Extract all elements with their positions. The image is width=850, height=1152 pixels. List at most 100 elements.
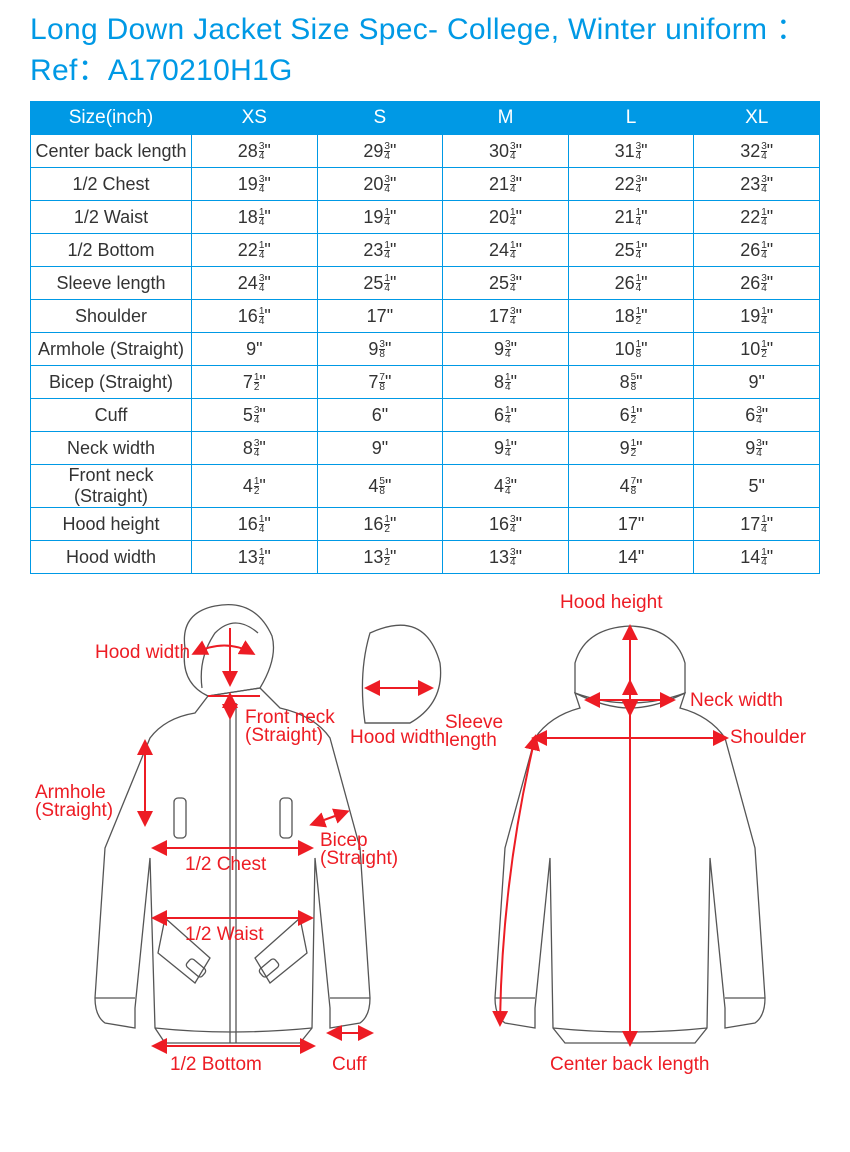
- measurement-value: 1814: [192, 201, 318, 234]
- measurement-value: 1334: [443, 541, 569, 574]
- measurement-value: 2034: [317, 168, 443, 201]
- measurement-value: 612: [568, 399, 694, 432]
- table-row: Shoulder161417173418121914: [31, 300, 820, 333]
- measurement-value: 634: [694, 399, 820, 432]
- measurement-value: 778: [317, 366, 443, 399]
- measurement-value: 934: [694, 432, 820, 465]
- measurement-label: 1/2 Bottom: [31, 234, 192, 267]
- measurement-value: 2534: [443, 267, 569, 300]
- measurement-value: 2514: [568, 234, 694, 267]
- measurement-value: 834: [192, 432, 318, 465]
- measurement-value: 1634: [443, 508, 569, 541]
- measurement-label: Shoulder: [31, 300, 192, 333]
- measurement-value: 478: [568, 465, 694, 508]
- label-center-back: Center back length: [550, 1054, 710, 1075]
- measurement-value: 2114: [568, 201, 694, 234]
- measurement-value: 614: [443, 399, 569, 432]
- table-row: Hood height161416121634171714: [31, 508, 820, 541]
- header-size-label: Size(inch): [31, 102, 192, 135]
- measurement-value: 2614: [568, 267, 694, 300]
- measurement-value: 858: [568, 366, 694, 399]
- header-size-l: L: [568, 102, 694, 135]
- measurement-label: Front neck (Straight): [31, 465, 192, 508]
- measurement-value: 17: [317, 300, 443, 333]
- measurement-value: 2414: [443, 234, 569, 267]
- measurement-value: 712: [192, 366, 318, 399]
- header-size-m: M: [443, 102, 569, 135]
- measurement-label: Sleeve length: [31, 267, 192, 300]
- size-spec-table: Size(inch) XS S M L XL Center back lengt…: [30, 101, 820, 574]
- table-row: Cuff5346614612634: [31, 399, 820, 432]
- measurement-value: 434: [443, 465, 569, 508]
- measurement-value: 1914: [317, 201, 443, 234]
- measurement-value: 2314: [317, 234, 443, 267]
- measurement-label: Neck width: [31, 432, 192, 465]
- measurement-value: 2014: [443, 201, 569, 234]
- header-size-xs: XS: [192, 102, 318, 135]
- measurement-value: 412: [192, 465, 318, 508]
- label-half-bottom: 1/2 Bottom: [170, 1054, 262, 1075]
- table-row: Sleeve length24342514253426142634: [31, 267, 820, 300]
- table-row: Bicep (Straight)7127788148589: [31, 366, 820, 399]
- label-hood-height: Hood height: [560, 592, 663, 613]
- table-row: 1/2 Chest19342034213422342334: [31, 168, 820, 201]
- header-size-xl: XL: [694, 102, 820, 135]
- measurement-value: 1614: [192, 300, 318, 333]
- measurement-value: 1018: [568, 333, 694, 366]
- measurement-value: 3034: [443, 135, 569, 168]
- measurement-value: 9: [317, 432, 443, 465]
- label-armhole: Armhole(Straight): [35, 782, 113, 821]
- measurement-value: 3234: [694, 135, 820, 168]
- measurement-value: 1934: [192, 168, 318, 201]
- measurement-label: Cuff: [31, 399, 192, 432]
- table-row: Front neck (Straight)4124584344785: [31, 465, 820, 508]
- measurement-value: 1312: [317, 541, 443, 574]
- measurement-label: Hood width: [31, 541, 192, 574]
- measurement-value: 912: [568, 432, 694, 465]
- table-row: Armhole (Straight)993893410181012: [31, 333, 820, 366]
- measurement-value: 2934: [317, 135, 443, 168]
- measurement-value: 2234: [568, 168, 694, 201]
- label-half-chest: 1/2 Chest: [185, 854, 267, 875]
- measurement-label: 1/2 Waist: [31, 201, 192, 234]
- measurement-value: 2634: [694, 267, 820, 300]
- measurement-value: 9: [694, 366, 820, 399]
- label-cuff: Cuff: [332, 1054, 367, 1075]
- measurement-value: 2134: [443, 168, 569, 201]
- measurement-value: 14: [568, 541, 694, 574]
- measurement-value: 1614: [192, 508, 318, 541]
- title-line-1: Long Down Jacket Size Spec- College, Win…: [30, 13, 806, 46]
- measurement-value: 2334: [694, 168, 820, 201]
- measurement-value: 1812: [568, 300, 694, 333]
- measurement-value: 938: [317, 333, 443, 366]
- measurement-value: 9: [192, 333, 318, 366]
- measurement-value: 17: [568, 508, 694, 541]
- measurement-value: 1612: [317, 508, 443, 541]
- measurement-value: 6: [317, 399, 443, 432]
- measurement-value: 2214: [694, 201, 820, 234]
- measurement-value: 1714: [694, 508, 820, 541]
- measurement-value: 1012: [694, 333, 820, 366]
- measurement-value: 2434: [192, 267, 318, 300]
- measurement-value: 934: [443, 333, 569, 366]
- measurement-value: 1734: [443, 300, 569, 333]
- label-hood-width-front: Hood width: [95, 642, 190, 663]
- measurement-value: 5: [694, 465, 820, 508]
- measurement-value: 458: [317, 465, 443, 508]
- label-half-waist: 1/2 Waist: [185, 924, 264, 945]
- label-front-neck: Front neck(Straight): [245, 707, 335, 746]
- measurement-value: 3134: [568, 135, 694, 168]
- measurement-value: 2614: [694, 234, 820, 267]
- measurement-value: 1414: [694, 541, 820, 574]
- measurement-label: Armhole (Straight): [31, 333, 192, 366]
- table-row: Neck width8349914912934: [31, 432, 820, 465]
- header-size-s: S: [317, 102, 443, 135]
- label-hood-width-detail: Hood width: [350, 727, 445, 748]
- label-sleeve-length: Sleevelength: [445, 712, 503, 751]
- hood-detail-outline: [362, 625, 440, 723]
- table-header-row: Size(inch) XS S M L XL: [31, 102, 820, 135]
- measurement-value: 1914: [694, 300, 820, 333]
- spec-title: Long Down Jacket Size Spec- College, Win…: [30, 10, 820, 91]
- measurement-value: 2834: [192, 135, 318, 168]
- label-bicep: Bicep(Straight): [320, 830, 398, 869]
